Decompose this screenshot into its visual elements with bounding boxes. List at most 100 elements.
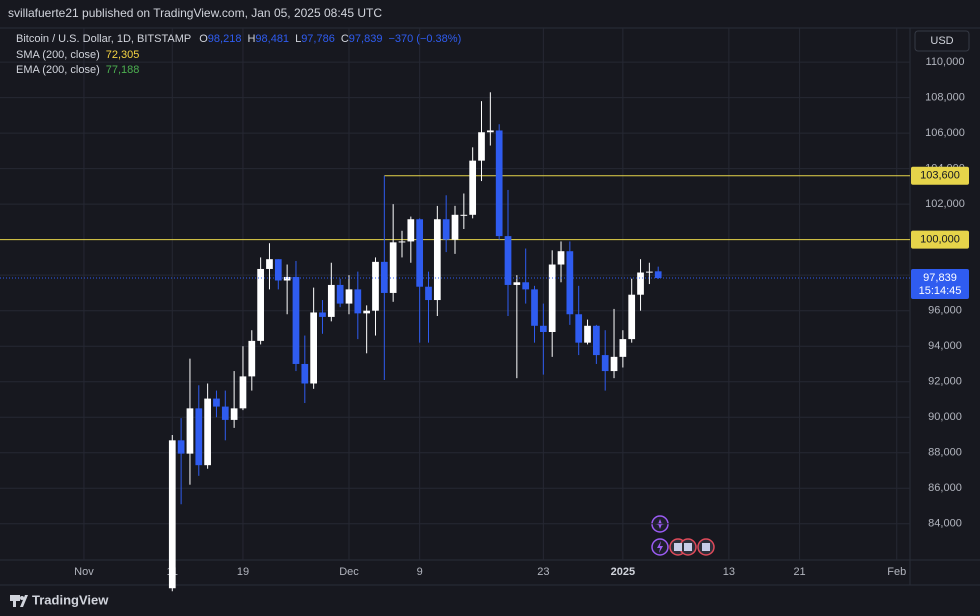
candle-body — [168, 440, 176, 589]
candle-body — [628, 294, 636, 340]
candle-body — [575, 314, 583, 343]
y-tick-label: 106,000 — [925, 127, 965, 139]
candle-body — [460, 214, 468, 216]
legend-value: 97,839 — [349, 33, 383, 45]
level-label-box — [911, 230, 969, 249]
x-tick-label: 9 — [417, 566, 423, 578]
x-tick-label: 21 — [793, 566, 805, 578]
plot: 84,000 86,000 88,000 90,000 92,000 94,000 96,0… — [0, 28, 969, 592]
x-tick-label: 19 — [237, 566, 249, 578]
legend-value: 97,786 — [301, 33, 335, 45]
legend-key: O — [199, 33, 208, 45]
candle-body — [619, 339, 627, 357]
y-tick-label: 110,000 — [926, 56, 965, 68]
last-price-box — [911, 269, 969, 300]
candle-body — [557, 251, 565, 265]
legend-key: C — [341, 33, 349, 45]
indicator-value: 72,305 — [106, 49, 140, 61]
candle-body — [292, 276, 300, 364]
candle-body — [301, 363, 309, 384]
currency-box[interactable] — [914, 30, 970, 52]
y-tick-label: 96,000 — [928, 305, 962, 317]
candle-body — [584, 325, 591, 343]
x-tick-label: Dec — [339, 566, 359, 578]
legend-key: L — [295, 33, 301, 45]
candle-body — [646, 271, 653, 273]
candle-body — [221, 406, 229, 420]
candle-body — [425, 286, 432, 301]
candle-body — [389, 242, 397, 293]
currency[interactable]: USD — [930, 35, 953, 47]
candle-body — [486, 130, 494, 133]
x-tick-label: 13 — [723, 566, 735, 578]
legend-value: 98,481 — [255, 33, 289, 45]
candle-body — [539, 325, 547, 332]
countdown: 15:14:45 — [919, 285, 962, 297]
candle-body — [195, 408, 203, 466]
candle-body — [610, 356, 618, 372]
indicator-value: 77,188 — [106, 64, 140, 76]
level-label: 100,000 — [920, 234, 960, 246]
candle-body — [327, 284, 335, 317]
candle-body — [345, 289, 353, 304]
candle-body — [407, 219, 415, 242]
candle-body — [266, 259, 273, 269]
candle-body — [186, 408, 194, 454]
candle-body — [637, 272, 644, 295]
indicator-name: SMA (200, close) — [16, 49, 100, 61]
candle-body — [380, 261, 388, 293]
last-price-label: 97,839 — [923, 272, 957, 284]
legend-key: H — [247, 33, 255, 45]
y-tick-label: 90,000 — [928, 411, 962, 423]
footer-brand: TradingView — [32, 592, 109, 607]
candle-body — [451, 214, 459, 240]
symbol: Bitcoin / U.S. Dollar, 1D, BITSTAMP — [16, 33, 191, 45]
x-tick-label: 2025 — [611, 566, 635, 578]
candle-body — [548, 264, 556, 332]
y-tick-label: 94,000 — [928, 340, 962, 352]
candle-body — [416, 219, 424, 287]
y-tick-label: 108,000 — [925, 92, 965, 104]
candle-body — [513, 282, 521, 285]
candle-body — [310, 312, 317, 384]
level-label-box — [911, 166, 969, 185]
candle-body — [204, 398, 211, 466]
candle-body — [566, 251, 574, 315]
candle-body — [601, 355, 609, 372]
candle-body — [478, 132, 485, 161]
legend-value: −370 (−0.38%) — [388, 33, 461, 45]
candle-body — [283, 276, 291, 281]
candle-body — [177, 440, 185, 454]
candle-body — [372, 261, 379, 311]
legend-value: 98,218 — [208, 33, 242, 45]
candle-body — [319, 312, 326, 317]
candle-body — [593, 325, 600, 356]
y-tick-label: 88,000 — [928, 447, 962, 459]
candle-body — [363, 310, 371, 314]
x-tick-label: 23 — [537, 566, 549, 578]
candle-body — [654, 271, 662, 279]
candle-body — [354, 289, 362, 314]
y-tick-label: 92,000 — [928, 376, 962, 388]
candle-body — [257, 268, 264, 341]
candle-body — [230, 408, 238, 420]
candle-body — [433, 219, 441, 301]
candle-body — [239, 376, 247, 409]
y-tick-label: 102,000 — [925, 198, 965, 210]
candle-body — [495, 130, 503, 237]
candle-body — [398, 241, 406, 243]
candle-body — [336, 284, 344, 304]
candle-body — [442, 219, 450, 240]
y-tick-label: 84,000 — [928, 518, 962, 530]
x-tick-label: Nov — [74, 566, 94, 578]
y-tick-label: 86,000 — [928, 482, 962, 494]
footer-logo — [10, 595, 28, 607]
candle-body — [248, 340, 256, 377]
candle-body — [213, 398, 220, 407]
candle-body — [531, 289, 538, 326]
header-title: svillafuerte21 published on TradingView.… — [8, 6, 382, 20]
candle-body — [274, 259, 282, 281]
level-label: 103,600 — [920, 170, 960, 182]
candle-body — [522, 282, 530, 290]
